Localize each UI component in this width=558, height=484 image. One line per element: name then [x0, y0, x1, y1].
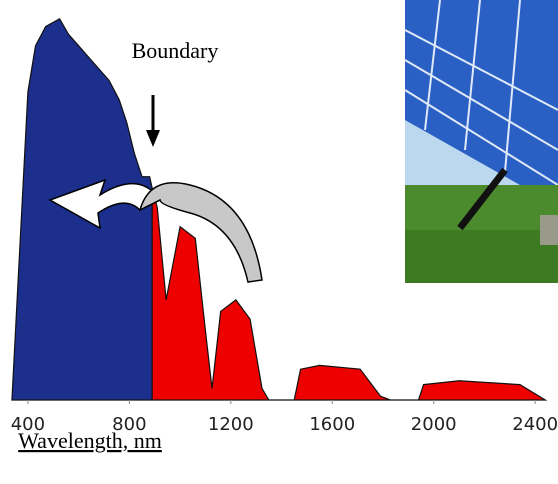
- x-tick-label: 1600: [309, 414, 355, 435]
- x-tick-label: 2400: [512, 414, 558, 435]
- annotation: Boundary: [132, 38, 219, 63]
- solar-panel-photo: [405, 0, 558, 283]
- boundary-arrow-head: [146, 130, 160, 147]
- chart: Boundary Wavelength, nm 4008001200160020…: [0, 0, 558, 484]
- x-tick-label: 2000: [411, 414, 457, 435]
- x-tick-label: 1200: [208, 414, 254, 435]
- x-tick-label: 800: [112, 414, 146, 435]
- x-tick-label: 400: [11, 414, 45, 435]
